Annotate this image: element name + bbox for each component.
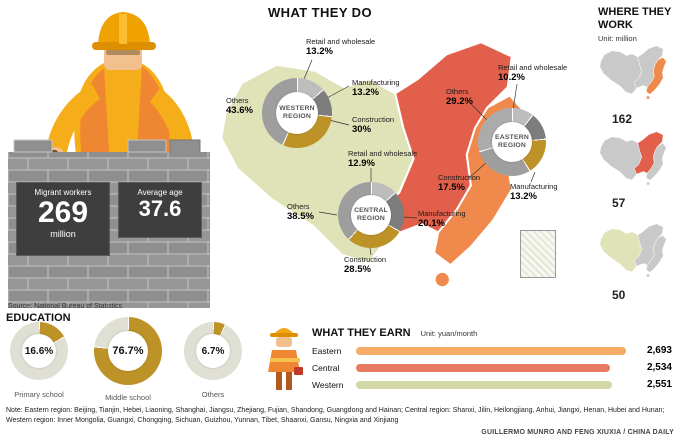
eastern-region-donut-label: EASTERN REGION [491, 121, 533, 163]
callout-eastern-construction: Construction 17.5% [438, 173, 481, 193]
education-middle-pct: 76.7% [107, 330, 149, 372]
earn-bar-eastern [356, 346, 626, 355]
worker-visor-shadow [106, 50, 140, 55]
migrant-workers-label: Migrant workers [34, 188, 92, 197]
south-china-sea-inset-map [520, 230, 556, 278]
callout-central-retail: Retail and wholesale 12.9% [348, 149, 418, 169]
worker-left-arm [46, 84, 100, 156]
where-they-work-section: WHERE THEY WORK Unit: million [598, 6, 676, 43]
regions-note: Note: Eastern region: Beijing, Tianjin, … [6, 407, 665, 424]
worker-right-arm [150, 88, 194, 156]
earn-value-western: 2,551 [646, 379, 672, 390]
central-region-donut: CENTRAL REGION [338, 182, 404, 248]
mini-map-western [598, 222, 674, 280]
average-age-value: 37.6 [138, 196, 182, 221]
callout-central-others: Others 38.5% [287, 202, 314, 222]
loose-brick-left [13, 139, 53, 153]
earn-bar-track [356, 363, 626, 372]
callout-eastern-manufacturing: Manufacturing 13.2% [510, 182, 558, 202]
mini-map-central [598, 130, 674, 188]
what-they-earn-unit: Unit: yuan/month [420, 329, 478, 338]
western-workers-value: 50 [612, 288, 626, 302]
callout-central-construction: Construction 28.5% [344, 255, 387, 275]
earn-row-western: Western 2,551 [312, 379, 672, 390]
average-age-stat: Average age 37.6 [118, 182, 202, 238]
earn-value-central: 2,534 [646, 362, 672, 373]
education-middle-label: Middle school [105, 393, 151, 402]
mini-map-western-svg [599, 223, 667, 278]
education-others-pct: 6.7% [195, 333, 231, 369]
callout-western-manufacturing: Manufacturing 13.2% [352, 78, 400, 98]
central-workers-value: 57 [612, 196, 626, 210]
earn-bar-track [356, 380, 626, 389]
callout-eastern-others: Others 29.2% [446, 87, 473, 107]
migrant-workers-unit: million [50, 228, 76, 239]
mini-map-eastern [598, 44, 674, 102]
loose-brick-right [127, 139, 167, 153]
eastern-region-donut: EASTERN REGION [478, 108, 546, 176]
earn-row-eastern: Eastern 2,693 [312, 345, 672, 356]
earn-label-eastern: Eastern [312, 345, 342, 356]
what-they-earn-section: WHAT THEY EARN Unit: yuan/month Eastern … [312, 327, 672, 390]
hard-hat-ridge [119, 14, 127, 44]
callout-central-manufacturing: Manufacturing 20.1% [418, 209, 466, 229]
earn-bar-central [356, 363, 611, 372]
callout-western-others: Others 43.6% [226, 96, 253, 116]
earn-value-eastern: 2,693 [646, 345, 672, 356]
mini-map-central-svg [599, 131, 667, 186]
callout-western-construction: Construction 30% [352, 115, 395, 135]
earn-bar-western [356, 380, 612, 389]
earn-bar-track [356, 346, 626, 355]
migrant-workers-value: 269 [37, 196, 89, 229]
source-note: Source: National Bureau of Statistics [8, 303, 123, 310]
mini-map-eastern-svg [599, 45, 667, 100]
brick-in-hand [169, 139, 201, 154]
western-region-donut-label: WESTERN REGION [276, 92, 318, 134]
education-primary-pct: 16.6% [21, 333, 57, 369]
central-region-donut-label: CENTRAL REGION [351, 195, 391, 235]
callout-western-retail: Retail and wholesale 13.2% [306, 37, 376, 57]
what-they-earn-title: WHAT THEY EARN [312, 327, 411, 339]
education-donut-middle: 76.7% [94, 317, 162, 385]
byline-credit: GUILLERMO MUNRO AND FENG XIUXIA / CHINA … [481, 429, 674, 436]
education-primary-label: Primary school [14, 390, 64, 399]
education-donut-primary: 16.6% [10, 322, 68, 380]
earn-row-central: Central 2,534 [312, 362, 672, 373]
education-others-label: Others [201, 390, 225, 399]
worker-icon [268, 328, 303, 390]
where-they-work-title: WHERE THEY WORK [598, 6, 672, 31]
education-title: EDUCATION [6, 312, 71, 324]
hard-hat-brim [92, 42, 156, 50]
earn-label-central: Central [312, 362, 340, 373]
worker-illustration [8, 12, 210, 308]
migrant-workers-stat: Migrant workers 269 million [16, 182, 110, 256]
what-they-do-title: WHAT THEY DO [268, 5, 372, 20]
average-age-label: Average age [137, 188, 183, 197]
earn-label-western: Western [312, 379, 344, 390]
western-region-donut: WESTERN REGION [262, 78, 332, 148]
eastern-workers-value: 162 [612, 112, 633, 126]
where-they-work-unit: Unit: million [598, 34, 637, 44]
callout-eastern-retail: Retail and wholesale 10.2% [498, 63, 568, 83]
education-donut-others: 6.7% [184, 322, 242, 380]
